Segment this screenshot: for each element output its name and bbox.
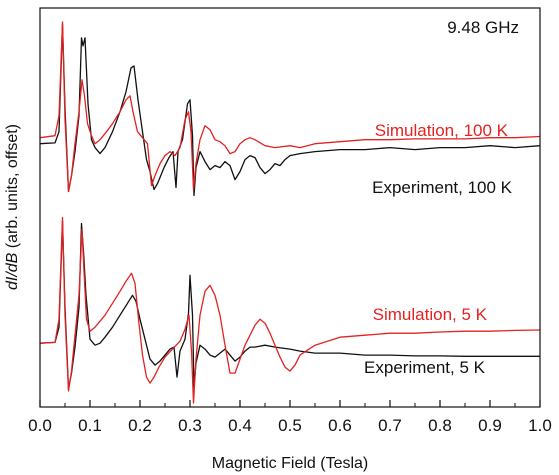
x-tick-label: 0.5 (278, 416, 302, 435)
x-tick-label: 0.3 (178, 416, 202, 435)
x-tick-label: 0.1 (78, 416, 102, 435)
y-axis-title: dI/dB (arb. units, offset) (4, 124, 21, 290)
x-tick-label: 1.0 (528, 416, 552, 435)
simulation-100k-label: Simulation, 100 K (375, 121, 509, 140)
y-axis-title-italic: dI/dB (4, 252, 21, 290)
x-tick-label: 0.0 (28, 416, 52, 435)
x-tick-label: 0.8 (428, 416, 452, 435)
x-tick-label: 0.7 (378, 416, 402, 435)
frequency-annotation: 9.48 GHz (447, 18, 519, 37)
plot-frame (39, 7, 541, 408)
x-axis-title: Magnetic Field (Tesla) (212, 455, 369, 472)
series-layer (39, 21, 541, 404)
y-axis-title-rest: (arb. units, offset) (4, 124, 21, 253)
simulation-5k-label: Simulation, 5 K (373, 305, 488, 324)
x-tick-label: 0.2 (128, 416, 152, 435)
x-axis-ticks: 0.0 0.1 0.2 0.3 0.4 0.5 0.6 0.7 0.8 0.9 1.0 (28, 400, 552, 435)
x-tick-label: 0.4 (228, 416, 252, 435)
series-line-exp-100 (39, 23, 541, 197)
experiment-100k-label: Experiment, 100 K (372, 178, 513, 197)
x-tick-label: 0.9 (478, 416, 502, 435)
series-line-sim-5 (39, 216, 541, 404)
series-line-sim-100 (39, 21, 541, 193)
experiment-5k-label: Experiment, 5 K (364, 358, 486, 377)
x-tick-label: 0.6 (328, 416, 352, 435)
